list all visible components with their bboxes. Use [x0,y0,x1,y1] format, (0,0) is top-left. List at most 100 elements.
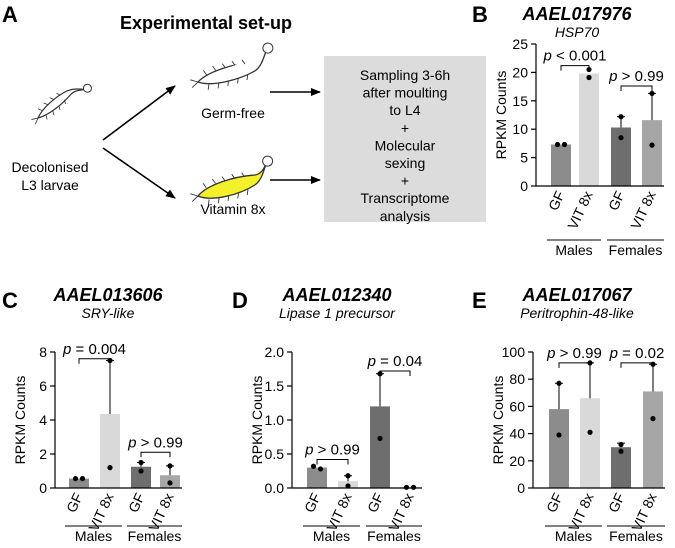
p-symbol: p [609,345,618,362]
significance-bracket [558,362,591,368]
data-point [618,114,624,120]
p-value: > 0.99 [618,68,664,85]
x-tick-label: GF [125,491,148,515]
data-point [618,441,624,448]
group-label: Females [128,528,182,544]
bar [370,406,390,488]
p-value: = 0.04 [376,353,422,370]
y-tick-label: 0 [520,178,528,194]
data-point [403,484,410,490]
data-point [79,476,86,482]
process-box-line: Sampling 3-6h [360,67,450,83]
bar [642,120,662,186]
significance-bracket [140,451,171,458]
y-tick-label: 1.5 [265,378,285,394]
panel-letter: E [472,288,487,313]
process-box-line: after moulting [363,85,448,101]
x-tick-label: GF [605,491,628,515]
y-tick-label: 2 [39,446,47,462]
process-box [324,56,486,222]
significance-bracket [316,458,349,465]
significance-bracket [560,65,590,71]
p-value-label: p = 0.02 [609,345,665,362]
y-tick-label: 8 [39,344,47,360]
chart-title: AAEL012340 [281,285,391,305]
vitamin-larva-icon [190,155,274,205]
group-label: Females [609,528,663,544]
p-value-label: p = 0.004 [62,341,126,358]
p-value-label: p > 0.99 [304,441,360,458]
bar [611,127,631,186]
p-value: < 0.001 [552,48,607,65]
x-tick-label: VIT 8x [627,189,658,232]
p-symbol: p [608,68,617,85]
process-box-line: + [401,120,409,136]
y-tick-label: 0 [39,480,47,496]
chart-subtitle: Peritrophin-48-like [520,305,634,321]
p-value-label: p > 0.99 [546,345,602,362]
chart-subtitle: HSP70 [555,24,600,40]
bar [131,466,151,488]
group-label: Males [75,528,112,544]
group-label: Males [313,528,350,544]
p-value-label: p = 0.04 [367,353,423,370]
p-symbol: p [546,345,555,362]
chart-title: AAEL013606 [52,285,163,305]
p-value: > 0.99 [314,441,360,458]
y-tick-label: 5 [520,150,528,166]
group-label: Males [555,242,592,258]
data-point [587,429,593,435]
y-tick-label: 80 [509,371,525,387]
significance-bracket [620,85,653,92]
y-axis-label: RPKM Counts [249,376,265,465]
x-tick-label: GF [364,491,387,515]
data-point [138,468,144,474]
data-point [649,142,655,148]
y-tick-label: 60 [509,398,525,414]
bar [69,478,89,488]
panel-a-title: Experimental set-up [120,13,292,33]
y-axis-label: RPKM Counts [490,376,506,465]
arrow-to-vitamin [102,147,176,199]
bar [611,447,631,488]
p-value: > 0.99 [556,345,602,362]
data-point [618,135,624,141]
data-point [72,476,79,482]
y-tick-label: 6 [39,378,47,394]
p-value-label: p > 0.99 [127,434,183,451]
y-tick-label: 20 [512,64,528,80]
x-tick-label: GF [301,491,324,515]
bar [100,414,120,488]
panel-letter: A [2,2,18,27]
data-point [618,448,624,454]
data-point [107,465,113,471]
data-point [377,435,383,441]
process-box-line: analysis [380,208,431,224]
data-point [649,90,655,97]
data-point [554,141,561,148]
data-point [410,484,417,490]
group-label: Females [367,528,421,544]
significance-bracket [620,362,654,368]
data-point [167,480,173,486]
chart-title: AAEL017976 [521,4,632,24]
arrow-to-germfree [102,85,176,141]
branch-top-label: Germ-free [201,105,265,121]
y-tick-label: 25 [512,36,528,52]
x-tick-label: GF [543,491,566,515]
data-point [310,463,317,469]
p-symbol: p [304,441,313,458]
data-point [345,483,351,489]
bar [579,73,599,186]
p-value: = 0.02 [618,345,664,362]
y-tick-label: 1.0 [265,412,285,428]
y-axis-label: RPKM Counts [12,376,28,465]
bar [580,398,600,488]
y-tick-label: 0 [517,480,525,496]
y-tick-label: 20 [509,453,525,469]
data-point [561,141,568,148]
